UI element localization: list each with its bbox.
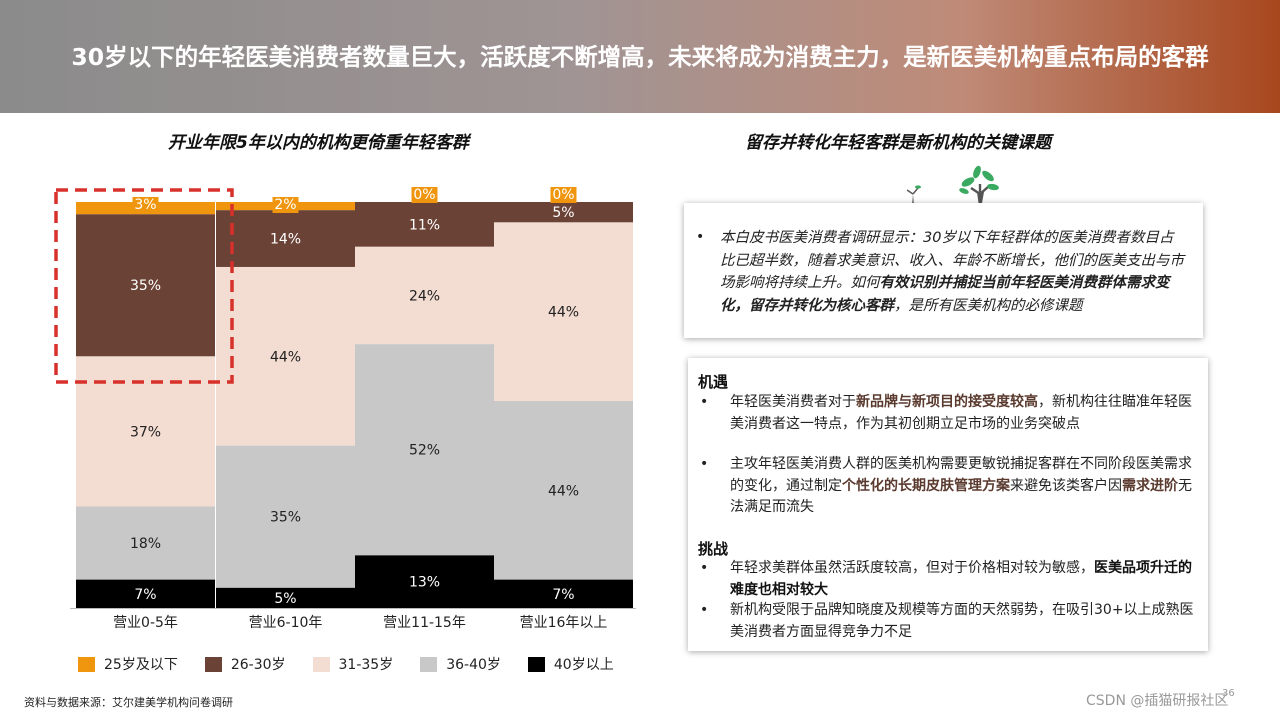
source-note: 资料与数据来源：艾尔建美学机构问卷调研: [24, 696, 233, 709]
data-label: 3%: [134, 197, 156, 213]
bar-segment: [216, 210, 355, 267]
tree-illustration: [906, 165, 999, 214]
opp2-text: 主攻年轻医美消费人群的医美机构需要更敏锐捕捉客群在不同阶段医美需求的变化，通过制…: [730, 456, 1192, 494]
bullet-dot: •: [700, 602, 709, 618]
data-label: 14%: [270, 232, 301, 248]
highlight-box: [54, 188, 234, 384]
header-banner: 30岁以下的年轻医美消费者数量巨大，活跃度不断增高，未来将成为消费主力，是新医美…: [0, 0, 1280, 113]
quote-card: • 本白皮书医美消费者调研显示：30岁以下年轻群体的医美消费者数目占比已超半数，…: [684, 203, 1203, 338]
legend-label: 31-35岁: [338, 657, 394, 673]
legend-item: 36-40岁: [420, 654, 501, 674]
bar-segment: [216, 445, 355, 588]
data-label: 7%: [552, 587, 574, 603]
bar-segment: [216, 587, 355, 608]
legend-label: 36-40岁: [446, 657, 501, 673]
data-label-bg: [272, 197, 299, 213]
opp2-highlight: 个性化的长期皮肤管理方案: [842, 477, 1010, 494]
bar-segment: [494, 400, 633, 580]
legend-swatch: [527, 656, 545, 672]
data-label: 35%: [270, 510, 301, 526]
bar-segment: [76, 506, 215, 580]
category-label: 营业11-15年: [383, 615, 466, 631]
data-label: 5%: [552, 205, 574, 221]
bullet-dot: •: [700, 394, 709, 410]
data-label: 7%: [134, 587, 156, 603]
legend-item: 26-30岁: [204, 654, 286, 674]
data-label: 44%: [548, 483, 579, 499]
data-label: 18%: [130, 536, 161, 552]
stacked-bar-chart: 7% 18% 37% 35% 3% 营业0-5年 5% 35% 44% 14% 2% 营业6-10年 1…: [54, 187, 636, 631]
bar-segment: [494, 579, 633, 608]
data-label-bg: [550, 187, 577, 203]
opportunity-title: 机遇: [698, 373, 729, 391]
page-title: 30岁以下的年轻医美消费者数量巨大，活跃度不断增高，未来将成为消费主力，是新医美…: [71, 42, 1209, 71]
opp1-text-end: ，新机构往往瞄准年轻医美消费者这一特点，作为其初创期立足市场的业务突破点: [730, 394, 1192, 432]
legend-label: 25岁及以下: [104, 657, 178, 673]
quote-text-part2: ，是所有医美机构的必修课题: [894, 297, 1083, 314]
opportunity-bullet-2: • 主攻年轻医美消费人群的医美机构需要更敏锐捕捉客群在不同阶段医美需求的变化，通过…: [698, 454, 1203, 519]
bullet-dot: •: [700, 560, 709, 576]
watermark: CSDN @插猫研报社区: [1086, 693, 1229, 709]
data-label: 44%: [548, 305, 579, 321]
legend-swatch: [312, 656, 330, 672]
legend-item: 31-35岁: [312, 654, 394, 674]
data-label: 52%: [409, 443, 440, 459]
bar-segment: [216, 266, 355, 446]
chart-legend: 25岁及以下 26-30岁 31-35岁 36-40岁 40岁以上: [78, 654, 641, 674]
opp1-highlight: 新品牌与新项目的接受度较高: [856, 394, 1038, 410]
legend-item: 40岁以上: [527, 654, 614, 674]
data-label: 37%: [130, 424, 161, 440]
data-label-bg: [132, 197, 159, 213]
data-label: 5%: [274, 591, 296, 607]
category-label: 营业0-5年: [113, 615, 178, 631]
opportunity-bullet-1: • 年轻医美消费者对于新品牌与新项目的接受度较高，新机构往往瞄准年轻医美消费者这一…: [698, 392, 1203, 435]
bar-segment: [76, 214, 215, 357]
chal2-text: 新机构受限于品牌知晓度及规模等方面的天然弱势，在吸引30+以上成熟医美消费者方面…: [730, 602, 1194, 640]
quote-text-bold: 有效识别并捕捉当前年轻医美消费群体需求变化，留存并转化为核心客群: [720, 275, 1170, 314]
legend-label: 26-30岁: [230, 657, 286, 673]
data-label: 44%: [270, 349, 301, 365]
legend-item: 25岁及以下: [78, 654, 178, 674]
opp2-highlight-2: 需求进阶: [1122, 477, 1178, 494]
data-label: 35%: [130, 278, 161, 294]
bar-segment: [355, 344, 494, 556]
challenge-bullet-1: • 年轻求美群体虽然活跃度较高，但对于价格相对较为敏感，医美品项升迁的难度也相对较…: [698, 558, 1203, 601]
category-label: 营业6-10年: [249, 615, 323, 631]
legend-swatch: [78, 656, 95, 672]
chal1-text: 年轻求美群体虽然活跃度较高，但对于价格相对较为敏感，: [730, 560, 1094, 576]
bar-segment: [76, 579, 215, 608]
data-label: 11%: [409, 217, 440, 233]
legend-label: 40岁以上: [553, 657, 614, 673]
data-label: 24%: [409, 288, 440, 304]
data-label: 0%: [413, 187, 435, 203]
data-label: 2%: [274, 197, 296, 213]
data-label: 13%: [409, 575, 440, 591]
category-label: 营业16年以上: [520, 615, 608, 631]
bar-segment: [355, 555, 494, 608]
data-label-bg: [411, 187, 438, 203]
chal1-highlight: 医美品项升迁的难度也相对较大: [730, 560, 1192, 598]
bar-segment: [494, 222, 633, 401]
data-label: 0%: [552, 187, 574, 203]
bullet-dot: •: [700, 456, 709, 472]
bar-segment: [355, 202, 494, 247]
opportunity-challenge-card: 机遇 • 年轻医美消费者对于新品牌与新项目的接受度较高，新机构往往瞄准年轻医美消费…: [688, 358, 1208, 651]
quote-text: 本白皮书医美消费者调研显示：30岁以下年轻群体的医美消费者数目占比已超半数，随着…: [720, 227, 1185, 317]
opp2-text-mid: 来避免该类客户因: [1010, 477, 1122, 494]
page-number: 36: [1222, 688, 1235, 699]
bar-segment: [355, 246, 494, 345]
large-tree-icon: [959, 165, 999, 214]
legend-swatch: [420, 656, 438, 672]
opp2-text-end: 无法满足而流失: [730, 477, 1192, 516]
chart-subtitle: 开业年限5年以内的机构更倚重年轻客群: [168, 133, 469, 153]
opp1-text: 年轻医美消费者对于: [730, 394, 856, 410]
quote-text-part1: 本白皮书医美消费者调研显示：30岁以下年轻群体的医美消费者数目占比已超半数，随着…: [720, 230, 1184, 291]
challenge-bullet-2: • 新机构受限于品牌知晓度及规模等方面的天然弱势，在吸引30+以上成熟医美消费者方…: [698, 600, 1203, 643]
legend-swatch: [204, 656, 222, 672]
right-subtitle: 留存并转化年轻客群是新机构的关键课题: [745, 133, 1051, 153]
bar-segment: [494, 202, 633, 223]
bullet-dot: •: [696, 229, 705, 245]
challenge-title: 挑战: [698, 540, 729, 558]
